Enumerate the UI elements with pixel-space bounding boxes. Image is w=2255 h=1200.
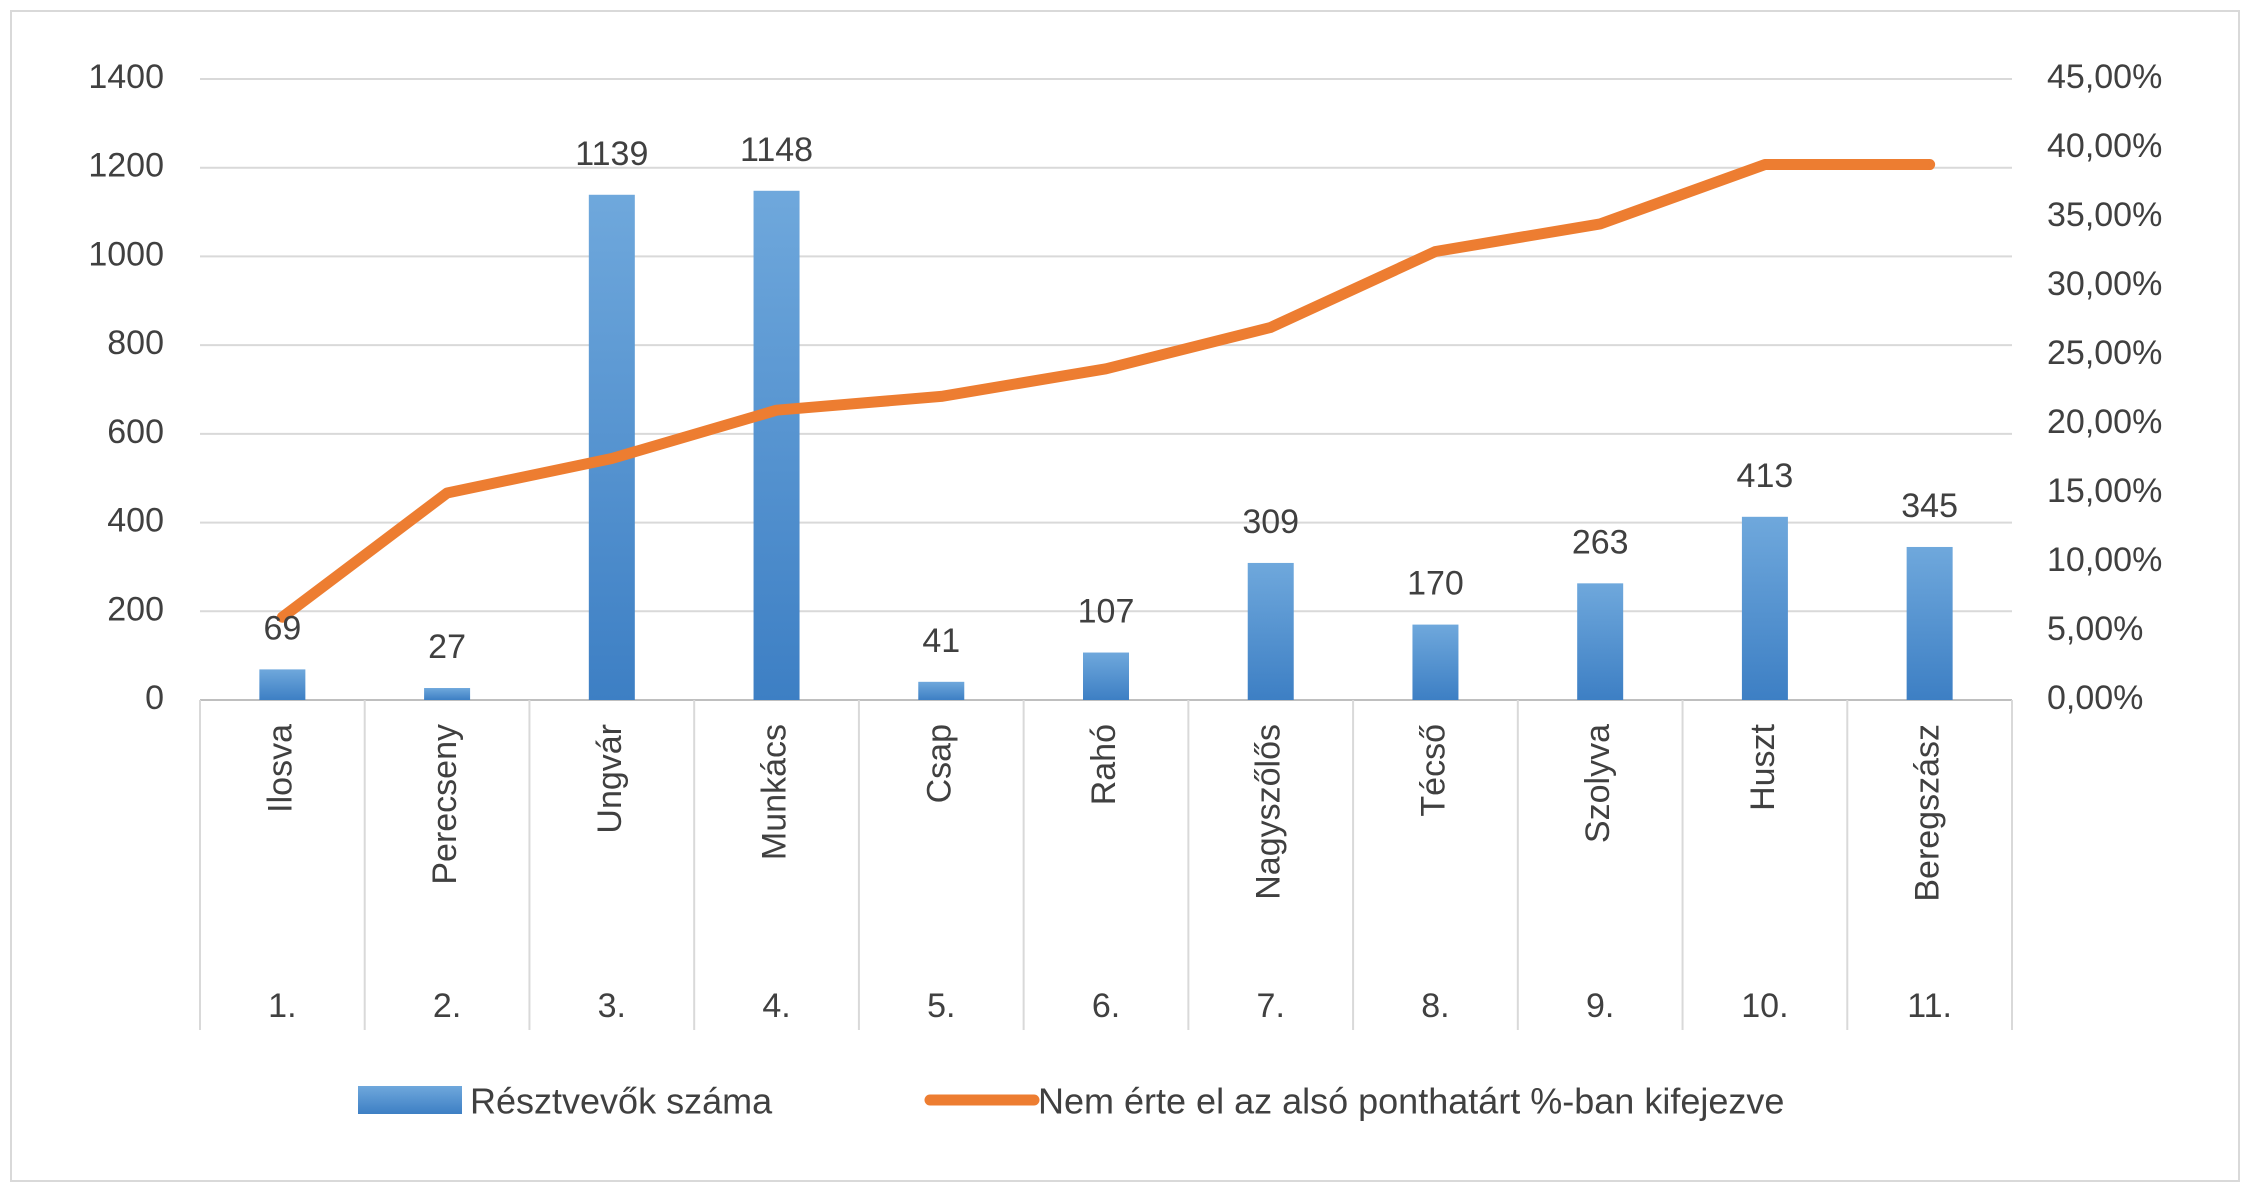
category-number: 3. (598, 987, 626, 1025)
bar (259, 669, 306, 700)
y-right-tick-label: 0,00% (2047, 679, 2143, 717)
line-point (775, 409, 778, 412)
bar (1577, 583, 1624, 700)
data-labels: 69 27 1139 1148 41 107 309 170 263 413 345 (263, 131, 1958, 666)
category-label: Rahó (1085, 724, 1123, 805)
line-series (276, 159, 1936, 623)
line-point (1105, 367, 1107, 370)
category-number: 9. (1586, 987, 1614, 1025)
category-number: 7. (1257, 987, 1285, 1025)
bar (424, 688, 471, 700)
bar-data-label: 107 (1078, 593, 1135, 631)
bar-data-label: 1148 (740, 131, 813, 169)
bar-data-label: 41 (922, 622, 960, 660)
y-left-tick-label: 1200 (88, 147, 164, 185)
y-left-tick-label: 1400 (88, 58, 164, 96)
y-right-tick-label: 10,00% (2047, 541, 2162, 579)
category-axis: Ilosva 1. Perecseny 2. Ungvár 3. Munkács 4. Csap… (199, 700, 2013, 1030)
category-number: 5. (927, 987, 955, 1025)
y-right-tick-label: 15,00% (2047, 472, 2162, 510)
category-label: Beregszász (1909, 724, 1947, 902)
bar (1741, 516, 1788, 700)
legend-bar-label: Résztvevők száma (470, 1081, 773, 1122)
category-label: Huszt (1744, 723, 1782, 810)
bar-data-label: 69 (263, 609, 301, 647)
bar (1247, 562, 1294, 700)
category-label: Csap (920, 724, 958, 803)
y-axis-ticks: 0 200 400 600 800 1000 1200 1400 0,00% 5,00% 10,00… (88, 58, 2162, 717)
category-label: Nagyszőlős (1250, 724, 1288, 900)
combo-chart: Ilosva 1. Perecseny 2. Ungvár 3. Munkács 4. Csap… (88, 58, 2162, 1122)
bar (753, 190, 800, 700)
category-number: 10. (1741, 987, 1788, 1025)
line-point (610, 457, 613, 460)
category-label: Técső (1414, 724, 1452, 817)
line-point (281, 616, 284, 619)
y-right-tick-label: 30,00% (2047, 265, 2162, 303)
line-point (1763, 163, 1766, 166)
y-right-tick-label: 45,00% (2047, 58, 2162, 96)
legend-bar-swatch (358, 1086, 462, 1114)
line-point (446, 492, 449, 494)
y-right-tick-label: 40,00% (2047, 127, 2162, 165)
bar-data-label: 309 (1242, 503, 1299, 541)
category-label: Ungvár (591, 724, 629, 834)
chart-frame: Ilosva 1. Perecseny 2. Ungvár 3. Munkács 4. Csap… (10, 10, 2240, 1182)
gridlines (200, 78, 2012, 701)
line-point (1599, 222, 1602, 225)
y-right-tick-label: 25,00% (2047, 334, 2162, 372)
bar (918, 681, 965, 700)
bar-data-label: 27 (428, 628, 466, 666)
bar-data-label: 1139 (575, 135, 648, 173)
category-number: 1. (268, 987, 296, 1025)
bar-series (259, 190, 1953, 700)
category-number: 6. (1092, 987, 1120, 1025)
category-number: 11. (1907, 987, 1952, 1025)
y-right-tick-label: 20,00% (2047, 403, 2162, 441)
line-point (1269, 326, 1272, 329)
y-left-tick-label: 600 (107, 413, 164, 451)
line-point (1434, 250, 1437, 253)
bar (1412, 624, 1459, 700)
bar (588, 194, 635, 700)
y-left-tick-label: 0 (145, 679, 164, 717)
y-right-tick-label: 5,00% (2047, 610, 2143, 648)
bar-data-label: 263 (1572, 523, 1629, 561)
line-series-path (276, 159, 1936, 623)
bar-data-label: 345 (1901, 487, 1958, 525)
category-label: Ilosva (261, 724, 299, 813)
y-left-tick-label: 800 (107, 324, 164, 362)
category-number: 8. (1421, 987, 1449, 1025)
y-left-tick-label: 200 (107, 590, 164, 628)
bar-data-label: 413 (1737, 457, 1794, 495)
legend: Résztvevők száma Nem érte el az alsó pont… (358, 1081, 1784, 1122)
bar-data-label: 170 (1407, 565, 1464, 603)
y-right-tick-label: 35,00% (2047, 196, 2162, 234)
y-left-tick-label: 400 (107, 502, 164, 540)
category-number: 4. (762, 987, 790, 1025)
category-label: Szolyva (1579, 724, 1617, 843)
line-point (940, 395, 943, 398)
category-label: Perecseny (426, 724, 464, 885)
y-left-tick-label: 1000 (88, 235, 164, 273)
category-label: Munkács (756, 724, 794, 860)
legend-line-label: Nem érte el az alsó ponthatárt %-ban kif… (1038, 1081, 1784, 1122)
bar (1906, 546, 1953, 700)
line-point (1928, 163, 1931, 166)
bar (1083, 652, 1129, 700)
category-number: 2. (433, 987, 461, 1025)
